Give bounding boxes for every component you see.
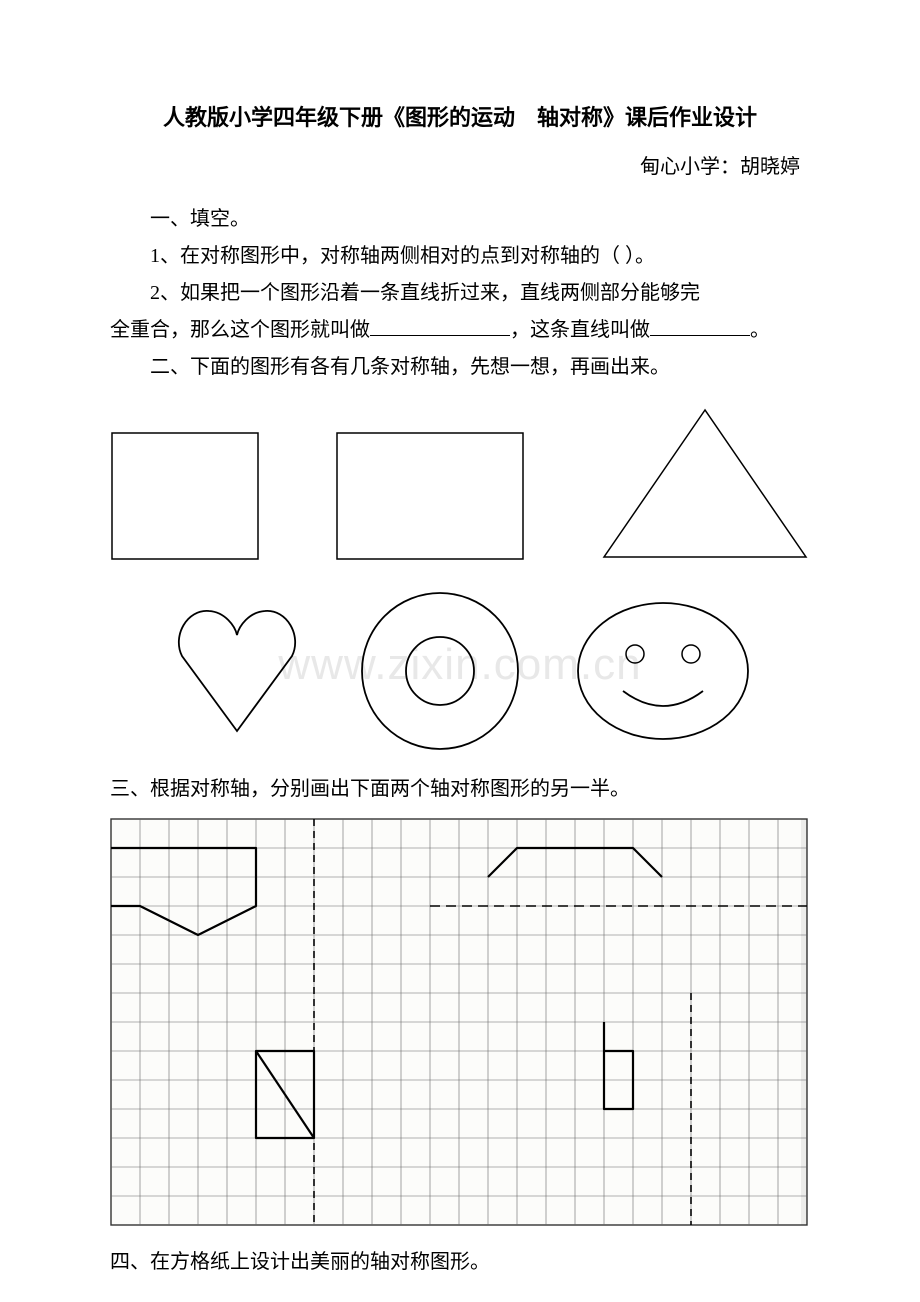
section3-heading: 三、根据对称轴，分别画出下面两个轴对称图形的另一半。: [110, 771, 810, 808]
grid-figure: [110, 818, 810, 1228]
rectangle-shape: [335, 431, 525, 561]
square-shape: [110, 431, 260, 561]
heart-shape: [167, 601, 307, 741]
q2-mid: ，这条直线叫做: [510, 319, 650, 341]
shapes-row-2: [110, 591, 810, 751]
section2-heading: 二、下面的图形有各有几条对称轴，先想一想，再画出来。: [110, 349, 810, 386]
page-title: 人教版小学四年级下册《图形的运动 轴对称》课后作业设计: [110, 100, 810, 132]
grid-svg: [110, 818, 810, 1228]
q1-text: 1、在对称图形中，对称轴两侧相对的点到对称轴的（ ）。: [110, 238, 810, 275]
smiley-shape: [573, 599, 753, 744]
blank-2: [650, 316, 750, 336]
q2-prefix: 全重合，那么这个图形就叫做: [110, 319, 370, 341]
shapes-row-1: [110, 406, 810, 561]
q2-suffix: 。: [750, 319, 770, 341]
triangle-shape: [600, 406, 810, 561]
author-line: 甸心小学：胡晓婷: [110, 150, 810, 179]
q2-line2: 全重合，那么这个图形就叫做 ，这条直线叫做 。: [110, 312, 810, 349]
section4-heading: 四、在方格纸上设计出美丽的轴对称图形。: [110, 1244, 810, 1281]
q2-line1: 2、如果把一个图形沿着一条直线折过来，直线两侧部分能够完: [110, 275, 810, 312]
ring-shape: [360, 591, 520, 751]
blank-1: [370, 316, 510, 336]
section1-heading: 一、填空。: [110, 201, 810, 238]
